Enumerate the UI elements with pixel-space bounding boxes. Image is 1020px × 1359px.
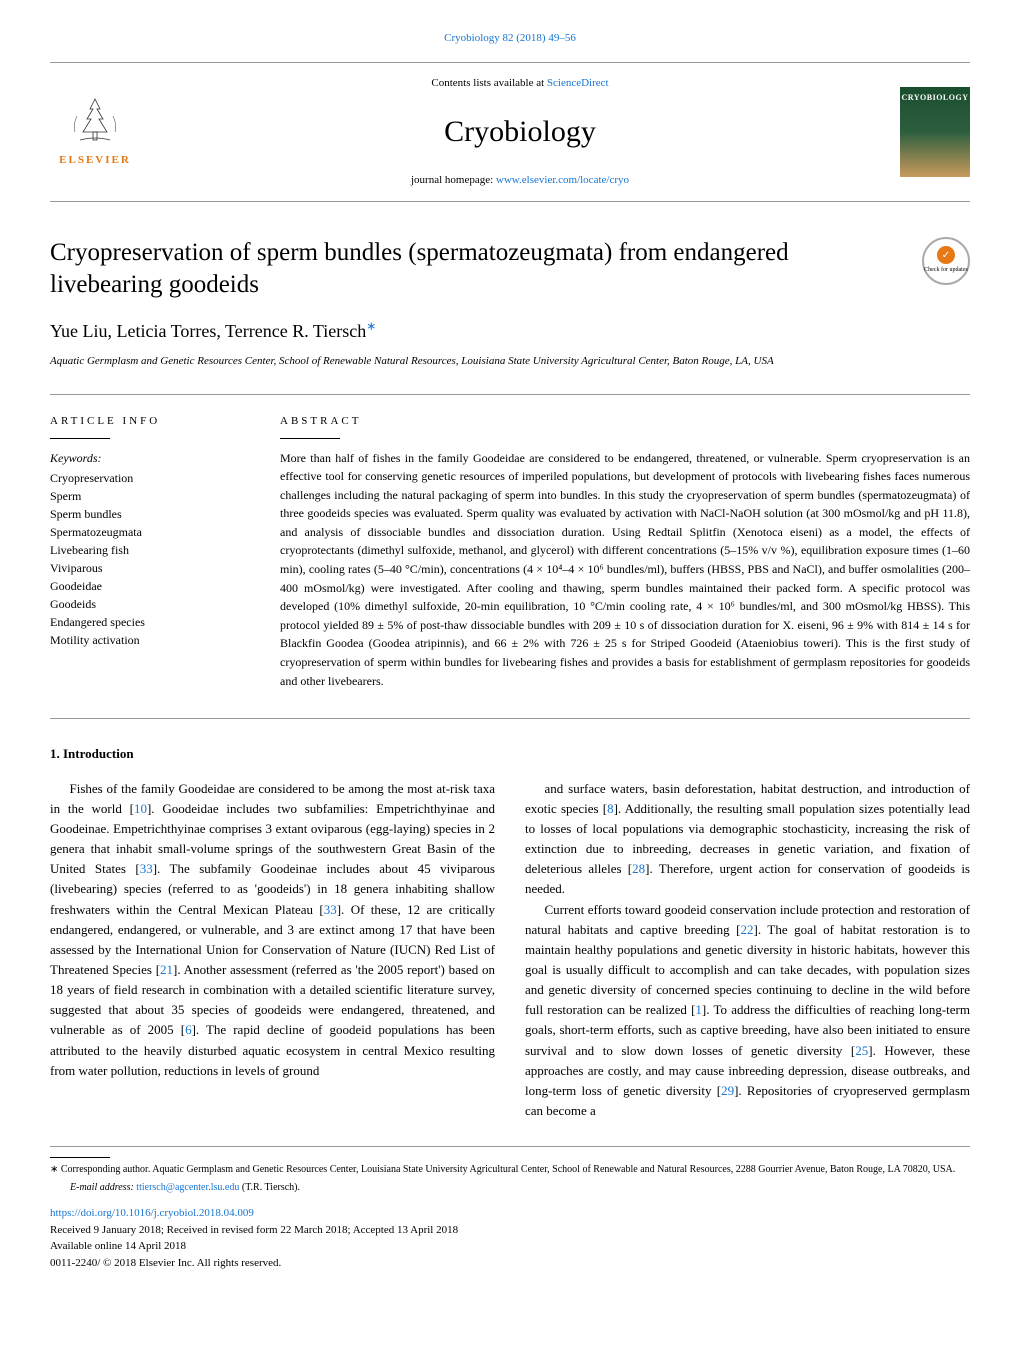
email-label: E-mail address: xyxy=(70,1182,136,1193)
body-para-2: and surface waters, basin deforestation,… xyxy=(525,779,970,900)
check-mark-icon: ✓ xyxy=(937,246,955,264)
corresponding-note: ∗ Corresponding author. Aquatic Germplas… xyxy=(50,1163,970,1177)
affiliation: Aquatic Germplasm and Genetic Resources … xyxy=(50,353,970,370)
divider-top xyxy=(50,394,970,395)
article-info-heading: ARTICLE INFO xyxy=(50,413,250,430)
abstract-column: ABSTRACT More than half of fishes in the… xyxy=(280,413,970,690)
cover-text: CRYOBIOLOGY xyxy=(901,92,968,104)
email-note: E-mail address: ttiersch@agcenter.lsu.ed… xyxy=(70,1180,970,1195)
email-link[interactable]: ttiersch@agcenter.lsu.edu xyxy=(136,1182,239,1193)
copyright-line: 0011-2240/ © 2018 Elsevier Inc. All righ… xyxy=(50,1255,970,1272)
header-citation: Cryobiology 82 (2018) 49–56 xyxy=(50,30,970,47)
authors: Yue Liu, Leticia Torres, Terrence R. Tie… xyxy=(50,317,970,345)
abstract-heading: ABSTRACT xyxy=(280,413,970,430)
journal-cover[interactable]: CRYOBIOLOGY xyxy=(900,87,970,177)
body-para-1: Fishes of the family Goodeidae are consi… xyxy=(50,779,495,1081)
homepage-link[interactable]: www.elsevier.com/locate/cryo xyxy=(496,174,629,186)
homepage-prefix: journal homepage: xyxy=(411,174,496,186)
info-abstract-row: ARTICLE INFO Keywords: Cryopreservation … xyxy=(50,413,970,690)
corresponding-mark[interactable]: ∗ xyxy=(366,319,376,333)
body-col-left: Fishes of the family Goodeidae are consi… xyxy=(50,779,495,1121)
journal-title: Cryobiology xyxy=(140,109,900,154)
masthead-center: Contents lists available at ScienceDirec… xyxy=(140,75,900,189)
keywords-list: Cryopreservation Sperm Sperm bundles Spe… xyxy=(50,469,250,649)
footer: ∗ Corresponding author. Aquatic Germplas… xyxy=(50,1146,970,1271)
check-updates-badge[interactable]: ✓ Check for updates xyxy=(922,237,970,285)
divider-bottom xyxy=(50,718,970,719)
homepage-line: journal homepage: www.elsevier.com/locat… xyxy=(140,172,900,189)
elsevier-tree-icon xyxy=(65,94,125,149)
abstract-text: More than half of fishes in the family G… xyxy=(280,449,970,691)
citation-link[interactable]: Cryobiology 82 (2018) 49–56 xyxy=(444,32,576,44)
article-info: ARTICLE INFO Keywords: Cryopreservation … xyxy=(50,413,250,690)
footnote-rule xyxy=(50,1157,110,1158)
keywords-label: Keywords: xyxy=(50,449,250,467)
available-line: Available online 14 April 2018 xyxy=(50,1238,970,1255)
doi-link[interactable]: https://doi.org/10.1016/j.cryobiol.2018.… xyxy=(50,1207,254,1219)
doi-line: https://doi.org/10.1016/j.cryobiol.2018.… xyxy=(50,1205,970,1222)
check-updates-text: Check for updates xyxy=(924,266,968,275)
elsevier-text: ELSEVIER xyxy=(59,152,131,169)
contents-prefix: Contents lists available at xyxy=(431,77,546,89)
abstract-rule xyxy=(280,438,340,439)
body-col-right: and surface waters, basin deforestation,… xyxy=(525,779,970,1121)
contents-line: Contents lists available at ScienceDirec… xyxy=(140,75,900,92)
article-title: Cryopreservation of sperm bundles (sperm… xyxy=(50,237,922,302)
received-line: Received 9 January 2018; Received in rev… xyxy=(50,1222,970,1239)
masthead: ELSEVIER Contents lists available at Sci… xyxy=(50,62,970,202)
email-suffix: (T.R. Tiersch). xyxy=(239,1182,300,1193)
title-row: Cryopreservation of sperm bundles (sperm… xyxy=(50,237,970,302)
authors-list: Yue Liu, Leticia Torres, Terrence R. Tie… xyxy=(50,321,366,341)
elsevier-logo[interactable]: ELSEVIER xyxy=(50,87,140,177)
info-rule xyxy=(50,438,110,439)
section-heading: 1. Introduction xyxy=(50,744,970,764)
sciencedirect-link[interactable]: ScienceDirect xyxy=(547,77,609,89)
body-para-3: Current efforts toward goodeid conservat… xyxy=(525,900,970,1122)
body-columns: Fishes of the family Goodeidae are consi… xyxy=(50,779,970,1121)
